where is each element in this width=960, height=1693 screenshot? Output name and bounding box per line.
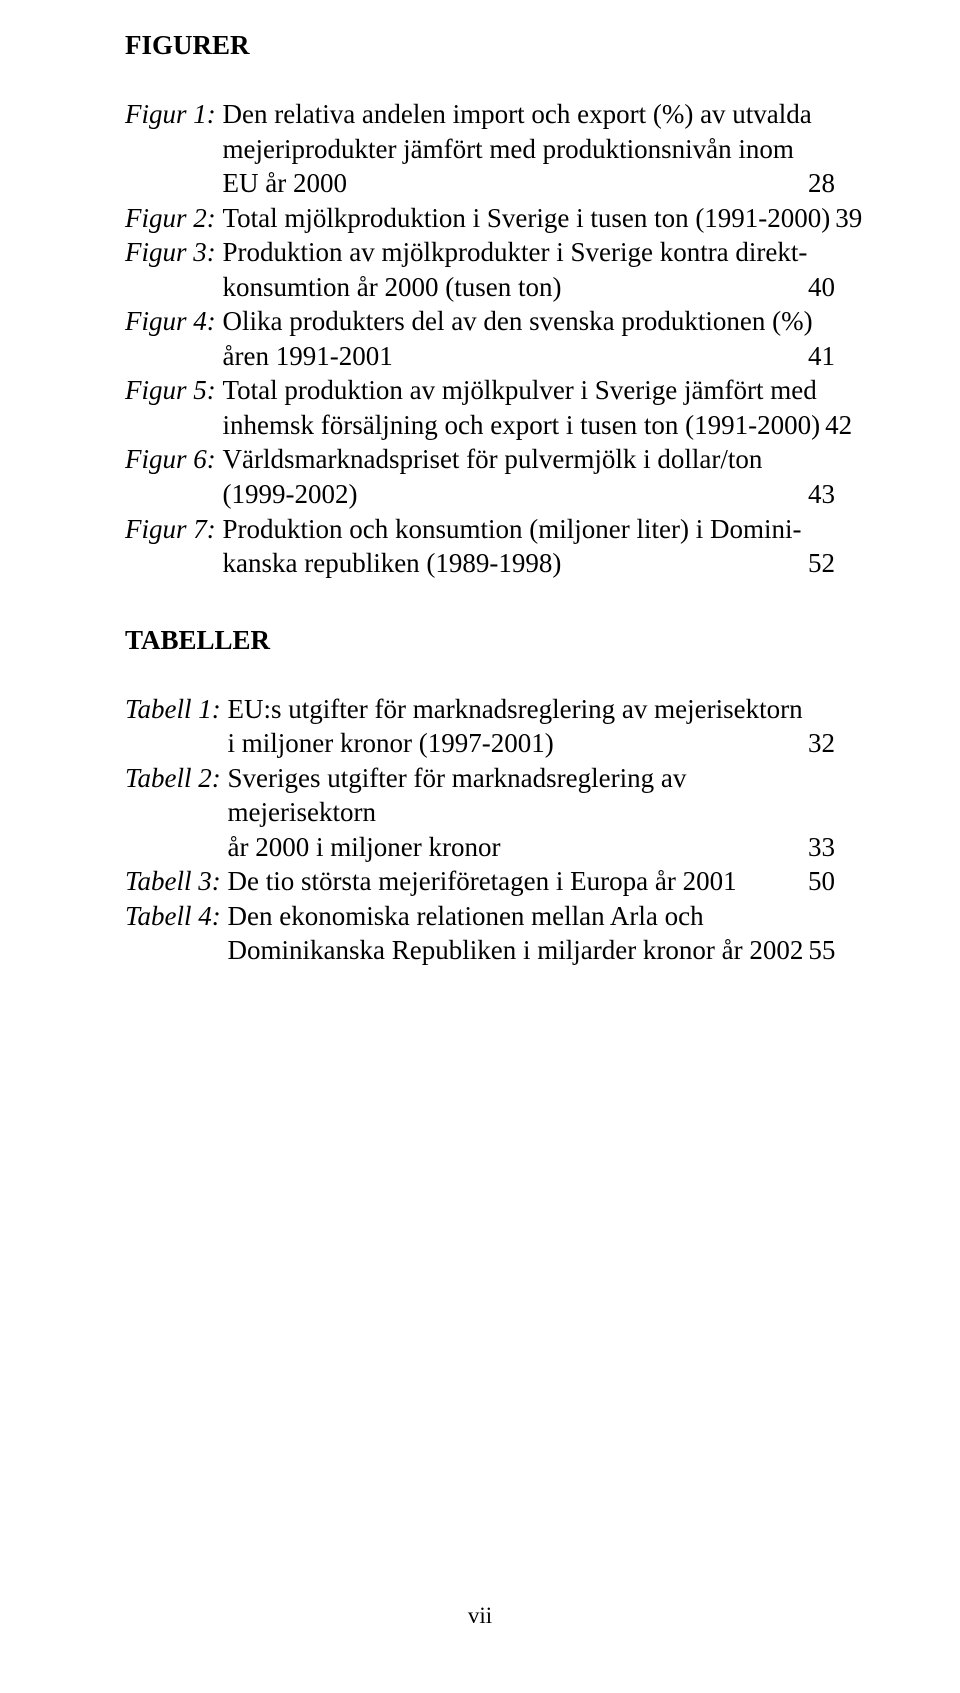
figure-entry: Figur 6:Världsmarknadspriset för pulverm… [125,442,835,511]
table-entry: Tabell 1:EU:s utgifter för marknadsregle… [125,692,835,761]
table-description-last-line: år 2000 i miljoner kronor 33 [228,830,835,865]
table-entry: Tabell 2:Sveriges utgifter för marknadsr… [125,761,835,865]
table-description: Den ekonomiska relationen mellan Arla oc… [228,899,835,968]
table-page-number: 33 [803,830,835,865]
figure-description-last-text: kanska republiken (1989-1998) [223,546,562,581]
table-description: EU:s utgifter för marknadsreglering av m… [228,692,835,761]
figure-page-number: 39 [830,201,862,236]
figure-entry: Figur 4:Olika produkters del av den sven… [125,304,835,373]
table-description-line: Sveriges utgifter för marknadsreglering … [228,761,835,830]
figure-description-last-line: Total mjölkproduktion i Sverige i tusen … [223,201,836,236]
table-page-number: 50 [803,864,835,899]
figure-description-last-text: åren 1991-2001 [223,339,393,374]
figure-page-number: 40 [803,270,835,305]
figure-label: Figur 1: [125,97,223,132]
table-description-last-line: i miljoner kronor (1997-2001) 32 [228,726,835,761]
figure-page-number: 52 [803,546,835,581]
figure-description-last-text: inhemsk försäljning och export i tusen t… [223,408,821,443]
figurer-heading: FIGURER [125,30,835,61]
table-description-line: Den ekonomiska relationen mellan Arla oc… [228,899,835,934]
figure-description: Produktion av mjölkprodukter i Sverige k… [223,235,836,304]
figure-page-number: 28 [803,166,835,201]
figure-label: Figur 2: [125,201,223,236]
figure-description-line: Den relativa andelen import och export (… [223,97,836,132]
figure-entry: Figur 7:Produktion och konsumtion (miljo… [125,512,835,581]
figure-description-last-line: inhemsk försäljning och export i tusen t… [223,408,836,443]
figure-description: Olika produkters del av den svenska prod… [223,304,836,373]
table-description-line: EU:s utgifter för marknadsreglering av m… [228,692,835,727]
figure-description-line: mejeriprodukter jämfört med produktionsn… [223,132,836,167]
table-entry: Tabell 3:De tio största mejeriföretagen … [125,864,835,899]
figure-entry: Figur 3:Produktion av mjölkprodukter i S… [125,235,835,304]
figure-page-number: 41 [803,339,835,374]
table-description-last-line: De tio största mejeriföretagen i Europa … [228,864,835,899]
table-description: De tio största mejeriföretagen i Europa … [228,864,835,899]
table-label: Tabell 3: [125,864,228,899]
table-description-last-text: i miljoner kronor (1997-2001) [228,726,554,761]
figure-description: Världsmarknadspriset för pulvermjölk i d… [223,442,836,511]
figure-description: Total mjölkproduktion i Sverige i tusen … [223,201,836,236]
figure-entry: Figur 2:Total mjölkproduktion i Sverige … [125,201,835,236]
figure-description-last-text: (1999-2002) [223,477,358,512]
figure-description-last-line: kanska republiken (1989-1998) 52 [223,546,836,581]
figure-description: Produktion och konsumtion (miljoner lite… [223,512,836,581]
figure-description-line: Världsmarknadspriset för pulvermjölk i d… [223,442,836,477]
figure-description-line: Olika produkters del av den svenska prod… [223,304,836,339]
figure-description-last-text: konsumtion år 2000 (tusen ton) [223,270,562,305]
figure-label: Figur 4: [125,304,223,339]
table-description-last-text: Dominikanska Republiken i miljarder kron… [228,933,804,968]
figure-description-line: Total produktion av mjölkpulver i Sverig… [223,373,836,408]
figure-description-last-line: (1999-2002) 43 [223,477,836,512]
figure-description-last-text: EU år 2000 [223,166,347,201]
figure-description-last-line: EU år 2000 28 [223,166,836,201]
figure-description: Total produktion av mjölkpulver i Sverig… [223,373,836,442]
figure-page-number: 42 [820,408,852,443]
figure-label: Figur 3: [125,235,223,270]
figure-description-last-text: Total mjölkproduktion i Sverige i tusen … [223,201,831,236]
figure-description-last-line: konsumtion år 2000 (tusen ton) 40 [223,270,836,305]
figures-list: Figur 1:Den relativa andelen import och … [125,97,835,581]
table-label: Tabell 4: [125,899,228,934]
table-description-last-text: De tio största mejeriföretagen i Europa … [228,864,737,899]
figure-description: Den relativa andelen import och export (… [223,97,836,201]
table-page-number: 55 [803,933,835,968]
footer-page-number: vii [0,1603,960,1629]
table-description-last-text: år 2000 i miljoner kronor [228,830,501,865]
figure-entry: Figur 1:Den relativa andelen import och … [125,97,835,201]
table-entry: Tabell 4:Den ekonomiska relationen mella… [125,899,835,968]
table-page-number: 32 [803,726,835,761]
figure-label: Figur 5: [125,373,223,408]
figure-label: Figur 7: [125,512,223,547]
table-label: Tabell 1: [125,692,228,727]
tabeller-heading: TABELLER [125,625,835,656]
document-page: FIGURER Figur 1:Den relativa andelen imp… [0,0,960,1693]
figure-page-number: 43 [803,477,835,512]
figure-label: Figur 6: [125,442,223,477]
table-description: Sveriges utgifter för marknadsreglering … [228,761,835,865]
table-description-last-line: Dominikanska Republiken i miljarder kron… [228,933,835,968]
table-label: Tabell 2: [125,761,228,796]
figure-description-line: Produktion och konsumtion (miljoner lite… [223,512,836,547]
figure-description-last-line: åren 1991-2001 41 [223,339,836,374]
tables-list: Tabell 1:EU:s utgifter för marknadsregle… [125,692,835,968]
figure-description-line: Produktion av mjölkprodukter i Sverige k… [223,235,836,270]
figure-entry: Figur 5:Total produktion av mjölkpulver … [125,373,835,442]
